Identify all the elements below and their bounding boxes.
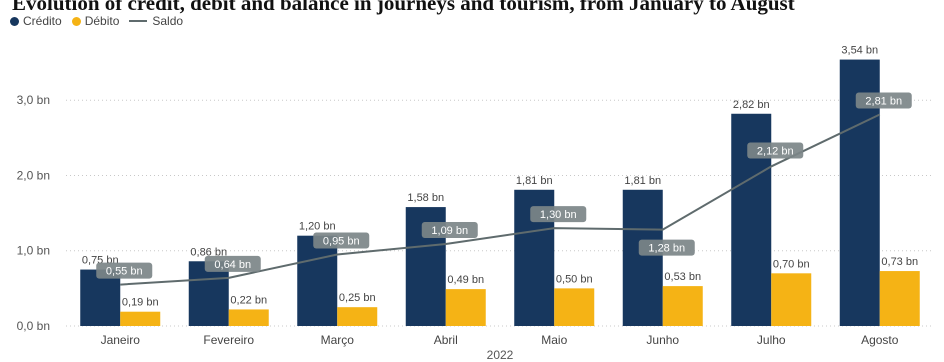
data-label-saldo: 0,64 bn [214, 259, 251, 271]
x-tick-label: Agosto [861, 333, 899, 347]
x-tick-label: Maio [541, 333, 567, 347]
data-label-saldo: 0,95 bn [323, 236, 360, 248]
legend-label: Crédito [23, 14, 62, 28]
legend-item-debito[interactable]: Débito [71, 14, 120, 28]
bar-credito [80, 269, 121, 326]
saldo-label-box [96, 262, 153, 279]
bar-credito [622, 189, 663, 326]
data-label-credito: 3,54 bn [841, 45, 878, 57]
data-label-debito: 0,73 bn [881, 256, 918, 268]
bar-debito [228, 309, 269, 326]
x-tick-label: Julho [757, 333, 786, 347]
bar-credito [297, 235, 338, 326]
data-label-credito: 1,81 bn [516, 175, 553, 187]
data-label-debito: 0,19 bn [122, 297, 159, 309]
data-label-credito: 1,58 bn [407, 192, 444, 204]
data-label-debito: 0,50 bn [556, 273, 593, 285]
saldo-label-box [313, 232, 370, 249]
legend-dot-icon [10, 16, 19, 26]
data-label-saldo: 0,55 bn [106, 266, 143, 278]
y-tick-label: 2,0 bn [17, 168, 50, 182]
data-label-debito: 0,70 bn [773, 258, 810, 270]
data-label-debito: 0,22 bn [230, 294, 267, 306]
saldo-label-box [747, 142, 804, 159]
data-label-credito: 1,81 bn [624, 175, 661, 187]
data-label-saldo: 2,81 bn [865, 96, 902, 108]
bar-debito [554, 288, 595, 326]
line-saldo [120, 113, 881, 286]
x-tick-label: Março [321, 333, 355, 347]
saldo-label-box [204, 255, 261, 272]
y-tick-label: 0,0 bn [17, 319, 50, 333]
data-label-saldo: 1,28 bn [648, 243, 685, 255]
data-label-debito: 0,25 bn [339, 292, 376, 304]
legend-line-icon [129, 20, 148, 22]
data-label-debito: 0,53 bn [664, 271, 701, 283]
bar-credito [188, 261, 229, 326]
legend: Crédito Débito Saldo [10, 14, 193, 28]
bar-debito [445, 289, 486, 326]
bar-debito [662, 286, 703, 326]
legend-item-saldo[interactable]: Saldo [129, 14, 183, 28]
x-tick-label: Junho [646, 333, 679, 347]
saldo-label-box [421, 221, 478, 238]
bar-debito [879, 271, 920, 326]
data-label-credito: 2,82 bn [733, 99, 770, 111]
x-tick-label: Abril [434, 333, 458, 347]
saldo-label-box [638, 239, 695, 256]
x-tick-label: Janeiro [101, 333, 141, 347]
saldo-label-box [855, 92, 912, 109]
chart-title: Evolution of credit, debit and balance i… [12, 0, 795, 15]
bar-debito [120, 311, 161, 326]
data-label-credito: 1,20 bn [299, 221, 336, 233]
data-label-debito: 0,49 bn [447, 274, 484, 286]
bar-debito [337, 307, 378, 326]
y-tick-label: 1,0 bn [17, 244, 50, 258]
data-label-credito: 0,86 bn [190, 246, 227, 258]
legend-item-credito[interactable]: Crédito [10, 14, 62, 28]
data-label-saldo: 1,30 bn [540, 209, 577, 221]
data-label-saldo: 1,09 bn [431, 225, 468, 237]
data-label-saldo: 2,12 bn [757, 145, 794, 157]
legend-label: Saldo [152, 14, 184, 28]
x-axis-title: 2022 [487, 348, 514, 362]
bar-debito [771, 273, 812, 326]
legend-dot-icon [71, 16, 81, 26]
x-tick-label: Fevereiro [203, 333, 254, 347]
legend-label: Débito [84, 14, 120, 28]
saldo-label-box [530, 206, 587, 223]
y-tick-label: 3,0 bn [17, 93, 50, 107]
